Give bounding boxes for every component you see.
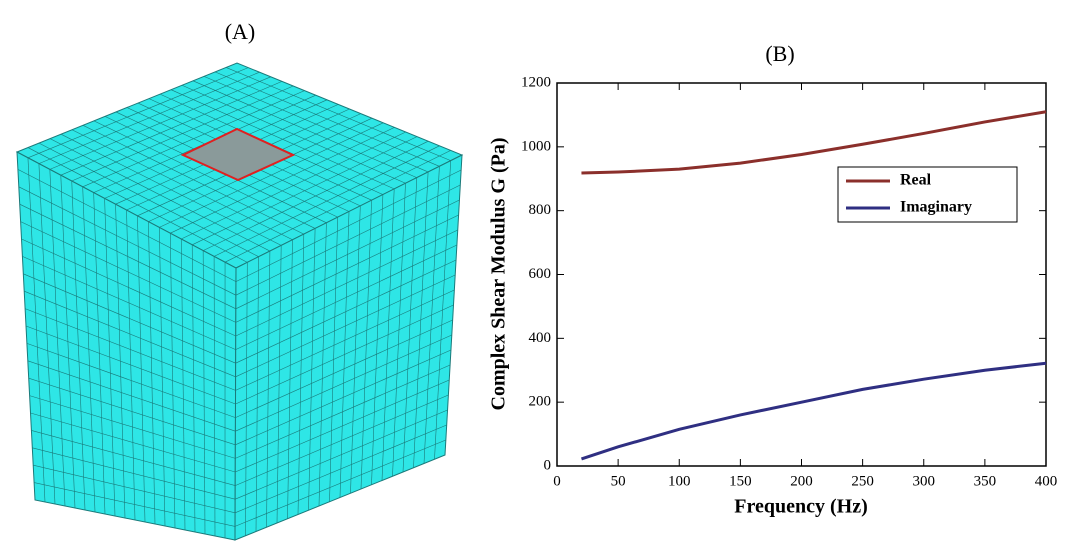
legend-label: Imaginary — [900, 199, 972, 216]
mesh-line — [381, 188, 395, 481]
mesh-line — [27, 360, 236, 432]
mesh-line — [180, 238, 186, 531]
mesh-line — [235, 394, 449, 486]
mesh-line — [235, 304, 454, 405]
line-series — [580, 361, 1047, 461]
mesh-line — [191, 244, 196, 533]
mesh-line — [170, 89, 395, 190]
mesh-line — [224, 150, 451, 263]
y-tick-label: 1200 — [521, 74, 551, 90]
mesh-line — [32, 447, 236, 500]
mesh-line — [203, 76, 429, 173]
mesh-line — [148, 221, 156, 525]
mesh-line — [225, 67, 451, 161]
y-tick-label: 200 — [529, 394, 552, 410]
mesh-line — [213, 145, 440, 257]
mesh-line — [203, 140, 429, 251]
mesh-line — [202, 250, 206, 535]
mesh-line — [234, 424, 447, 514]
mesh-line — [33, 464, 236, 514]
mesh-line — [235, 319, 453, 418]
chart-title: (B) — [765, 41, 794, 66]
mesh-line — [181, 131, 406, 240]
mesh-line — [192, 80, 417, 178]
mesh-line — [30, 412, 236, 473]
loaded-region — [180, 127, 296, 182]
mesh-line — [34, 482, 236, 527]
mesh-line — [350, 205, 361, 494]
mesh-line — [25, 325, 236, 405]
mesh-line — [360, 200, 372, 490]
mesh-line — [413, 171, 429, 468]
x-tick-label: 100 — [668, 473, 691, 489]
mesh-line — [181, 84, 406, 184]
mesh-line — [192, 136, 418, 246]
mesh-line — [235, 349, 452, 446]
mesh-line — [392, 183, 406, 477]
y-axis-label: Complex Shear Modulus G (Pa) — [488, 138, 510, 411]
mesh-line — [235, 409, 448, 500]
x-tick-label: 250 — [851, 473, 874, 489]
mesh-line — [159, 227, 166, 527]
plot-frame — [556, 82, 1047, 467]
mesh-line — [137, 215, 146, 523]
right-face — [234, 154, 463, 541]
panel-label: (A) — [225, 19, 256, 44]
legend-box — [837, 166, 1018, 223]
mesh-line — [214, 71, 440, 167]
mesh-line — [371, 194, 384, 485]
mesh-line — [434, 160, 451, 460]
mesh-line — [31, 430, 236, 486]
x-axis-label: Frequency (Hz) — [734, 496, 868, 518]
x-tick-label: 150 — [729, 473, 752, 489]
x-tick-label: 300 — [913, 473, 936, 489]
y-tick-label: 1000 — [521, 138, 551, 154]
mesh-line — [235, 379, 450, 473]
mesh-line — [235, 334, 452, 432]
mesh-line — [423, 166, 440, 464]
y-tick-label: 0 — [544, 457, 552, 473]
mesh-line — [235, 364, 451, 459]
y-tick-label: 400 — [529, 330, 552, 346]
mesh-line — [29, 395, 236, 459]
y-tick-label: 800 — [529, 202, 552, 218]
mesh-line — [28, 377, 236, 446]
x-tick-label: 50 — [611, 473, 626, 489]
mesh-line — [159, 122, 384, 228]
y-tick-label: 600 — [529, 266, 552, 282]
x-tick-label: 400 — [1035, 473, 1058, 489]
line-series — [581, 110, 1047, 175]
mesh-line — [402, 177, 418, 473]
mesh-line — [234, 439, 446, 527]
mesh-line — [170, 233, 176, 529]
legend-label: Real — [900, 172, 932, 189]
mesh-line — [213, 256, 216, 537]
x-tick-label: 0 — [553, 473, 561, 489]
x-tick-label: 350 — [974, 473, 997, 489]
x-tick-label: 200 — [790, 473, 813, 489]
mesh-line — [170, 127, 395, 234]
mesh-line — [26, 343, 236, 418]
